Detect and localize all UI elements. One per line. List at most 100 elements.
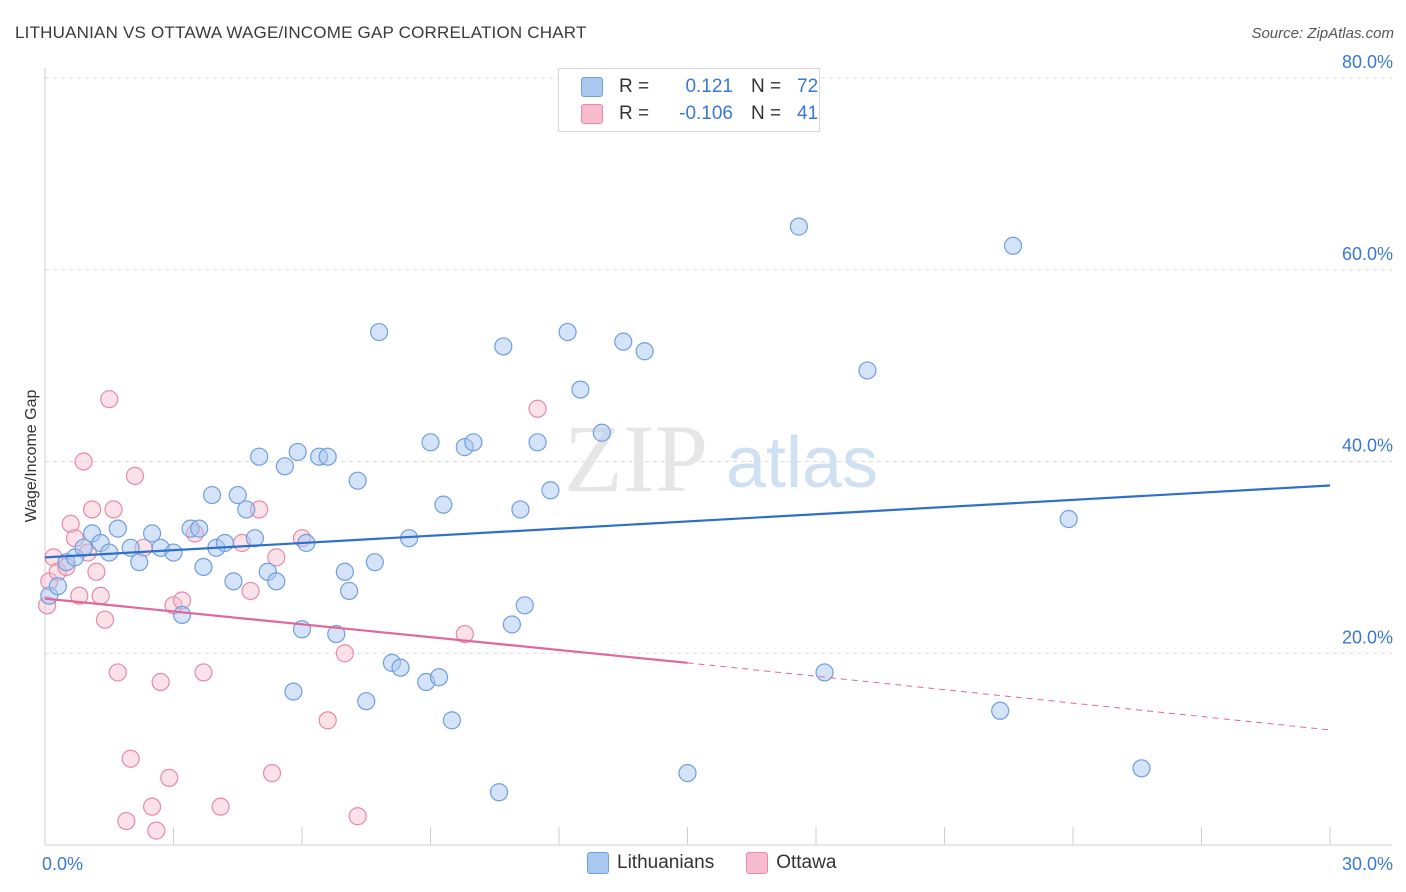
ottawa-point <box>151 672 170 692</box>
legend-swatch-pink <box>581 104 603 124</box>
lithuanian-point <box>318 447 337 466</box>
legend-r-label: R = <box>619 103 650 124</box>
lithuanian-point <box>202 485 222 505</box>
trendlines <box>44 484 1331 731</box>
lithuanian-point <box>1003 236 1023 255</box>
correlation-legend: R = 0.121 N = 72 R = -0.106 N = 41 <box>558 68 820 132</box>
lithuanian-point <box>442 711 462 730</box>
lithuanian-point <box>614 332 633 351</box>
lithuanian-point <box>464 433 483 452</box>
x-tick-label: 30.0% <box>1342 854 1393 874</box>
legend-n-label: N = <box>751 103 782 124</box>
ottawa-point <box>91 586 110 605</box>
lithuanian-point <box>815 663 834 682</box>
series-legend: Lithuanians Ottawa <box>587 852 868 874</box>
lithuanian-point <box>357 692 376 711</box>
ottawa-point <box>121 749 140 768</box>
lithuanian-point <box>237 500 256 519</box>
lithuanian-point <box>678 763 697 783</box>
lithuanian-point <box>130 553 149 572</box>
ottawa-point <box>142 797 162 816</box>
ottawa-point <box>160 768 179 787</box>
legend-n-value: 41 <box>797 103 819 124</box>
axes: 20.0% 40.0% 60.0% 80.0% 0.0% 30.0% <box>42 52 1393 874</box>
lithuanian-point <box>502 615 521 634</box>
legend-swatch-blue <box>587 852 609 874</box>
legend-item-ottawa: Ottawa <box>746 852 836 874</box>
ottawa-point <box>83 500 102 519</box>
ottawa-point <box>100 390 119 409</box>
ottawa-point <box>70 586 89 605</box>
lithuanian-point <box>421 433 440 452</box>
lithuanian-point <box>194 557 213 577</box>
legend-r-value: -0.106 <box>679 103 733 124</box>
y-axis-label: Wage/Income Gap <box>23 390 40 523</box>
ottawa-point <box>74 452 93 471</box>
lithuanian-point <box>267 572 286 591</box>
lithuanian-point <box>335 562 354 581</box>
lithuanian-point <box>1059 509 1078 529</box>
lithuanian-point <box>558 322 577 342</box>
watermark-atlas: atlas <box>726 423 878 503</box>
legend-label-ottawa: Ottawa <box>776 852 837 873</box>
ottawa-point <box>61 514 80 533</box>
lithuanian-point <box>142 524 162 543</box>
lithuanian-point <box>172 605 192 625</box>
lithuanians-trendline <box>44 484 1331 559</box>
lithuanian-point <box>515 596 534 615</box>
ottawa-trendline-extension <box>687 662 1331 731</box>
ottawa-point <box>528 399 547 418</box>
ottawa-point <box>87 562 106 581</box>
ottawa-point <box>335 644 354 663</box>
ottawa-point <box>125 466 145 485</box>
ottawa-point <box>262 763 282 783</box>
lithuanian-point <box>429 668 449 687</box>
ottawa-point <box>455 624 474 644</box>
chart-source: Source: ZipAtlas.com <box>1251 25 1394 42</box>
lithuanian-point <box>991 701 1010 720</box>
lithuanian-point <box>370 322 389 342</box>
lithuanians-points <box>40 217 1151 802</box>
lithuanian-point <box>1132 759 1151 778</box>
lithuanian-point <box>190 519 209 538</box>
y-tick-label: 20.0% <box>1342 627 1393 647</box>
x-tick-label: 0.0% <box>42 854 83 874</box>
chart-title: LITHUANIAN VS OTTAWA WAGE/INCOME GAP COR… <box>15 23 587 42</box>
lithuanian-point <box>288 442 307 462</box>
lithuanian-point <box>164 543 183 562</box>
legend-row-lithuanians: R = 0.121 N = 72 <box>581 75 818 99</box>
lithuanian-point <box>215 533 234 553</box>
lithuanian-point <box>340 581 359 601</box>
lithuanian-point <box>48 577 67 596</box>
lithuanian-point <box>391 658 410 677</box>
lithuanian-point <box>528 433 547 452</box>
lithuanian-point <box>365 553 384 572</box>
lithuanian-point <box>327 624 346 644</box>
ottawa-point <box>104 500 123 519</box>
lithuanian-point <box>635 342 654 361</box>
legend-r-value: 0.121 <box>685 76 733 97</box>
legend-n-label: N = <box>751 76 782 97</box>
ottawa-point <box>318 711 337 730</box>
ottawa-point <box>241 581 260 601</box>
lithuanian-point <box>434 495 453 514</box>
ottawa-point <box>194 663 213 682</box>
ottawa-point <box>211 797 230 816</box>
lithuanian-point <box>348 471 367 490</box>
legend-r-label: R = <box>619 76 650 97</box>
y-tick-label: 40.0% <box>1342 436 1393 456</box>
lithuanian-point <box>571 380 590 399</box>
legend-n-value: 72 <box>797 76 819 97</box>
watermark-zip: ZIP <box>564 405 708 512</box>
legend-label-lithuanians: Lithuanians <box>617 852 715 873</box>
lithuanian-point <box>275 457 294 476</box>
ottawa-point <box>348 807 367 826</box>
lithuanian-point <box>494 337 513 356</box>
y-tick-label: 80.0% <box>1342 52 1393 72</box>
grid-lines <box>45 77 1392 654</box>
lithuanian-point <box>245 529 264 548</box>
legend-swatch-pink <box>746 852 769 874</box>
legend-swatch-blue <box>581 77 603 97</box>
lithuanian-point <box>224 572 243 591</box>
